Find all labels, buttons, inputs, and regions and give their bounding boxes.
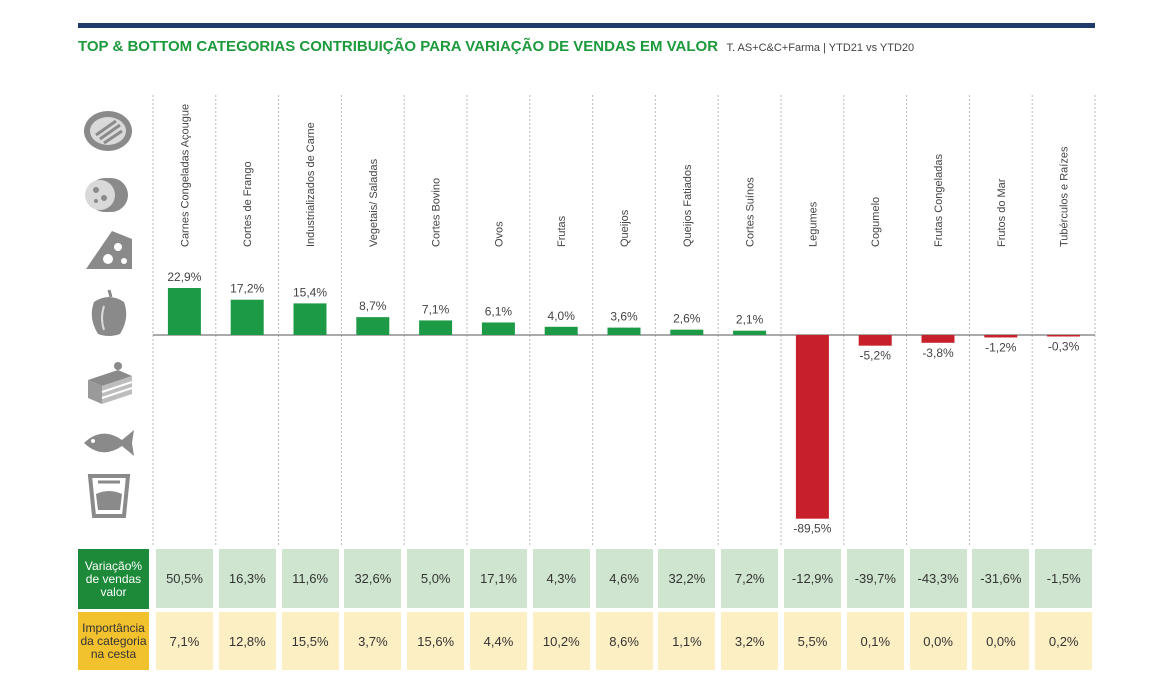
variacao-cell: 32,6% <box>344 549 402 608</box>
variacao-cell: 7,2% <box>721 549 779 608</box>
chart-title: TOP & BOTTOM CATEGORIAS CONTRIBUIÇÃO PAR… <box>78 38 914 56</box>
value-label: 6,1% <box>485 304 513 318</box>
category-label: Frutas Congeladas <box>933 154 945 247</box>
variacao-cell: 11,6% <box>281 549 339 608</box>
importancia-cell: 15,5% <box>281 612 339 670</box>
importancia-cell: 0,0% <box>909 612 967 670</box>
category-label: Tubérculos e Raízes <box>1059 146 1071 247</box>
bar <box>356 317 390 335</box>
bar <box>795 335 829 519</box>
importancia-cell: 4,4% <box>470 612 527 670</box>
value-label: -3,8% <box>922 346 954 360</box>
cake-icon <box>88 362 133 404</box>
category-label: Cortes Suínos <box>745 177 757 247</box>
category-label: Frutos do Mar <box>996 178 1008 247</box>
value-label: -0,3% <box>1048 340 1080 354</box>
row-label-importancia: Importância da categoria na cesta <box>78 612 149 670</box>
bar <box>544 326 578 335</box>
title-sub: T. AS+C&C+Farma | YTD21 vs YTD20 <box>726 42 915 54</box>
header-bar <box>78 23 1095 28</box>
importancia-cell: 12,8% <box>218 612 276 670</box>
variacao-cell: 4,6% <box>595 549 653 608</box>
category-label: Cortes de Frango <box>242 161 254 247</box>
importancia-cell: 1,1% <box>658 612 716 670</box>
value-label: -89,5% <box>793 522 831 536</box>
importancia-cell: 5,5% <box>784 612 841 670</box>
cheese-icon <box>86 231 132 269</box>
value-label: -1,2% <box>985 340 1017 354</box>
pepper-icon <box>91 289 127 336</box>
value-label: 7,1% <box>422 302 450 316</box>
bar <box>419 320 453 335</box>
importancia-cell: 0,0% <box>972 612 1030 670</box>
value-label: 15,4% <box>293 285 327 299</box>
variacao-cell: 5,0% <box>407 549 465 608</box>
category-label: Carnes Congeladas Açougue <box>179 104 191 247</box>
meat-icon <box>84 111 132 151</box>
bar <box>481 322 515 335</box>
category-label: Cogumelo <box>870 197 882 247</box>
importancia-cell: 10,2% <box>532 612 590 670</box>
value-label: 2,1% <box>736 313 764 327</box>
importancia-cell: 7,1% <box>156 612 213 670</box>
variacao-cell: -12,9% <box>784 549 841 608</box>
sausage-icon <box>85 178 128 212</box>
importancia-cell: 0,1% <box>846 612 904 670</box>
variacao-cell: -43,3% <box>909 549 967 608</box>
category-label: Ovos <box>493 221 505 247</box>
variacao-cell: -31,6% <box>972 549 1030 608</box>
value-label: 22,9% <box>167 270 201 284</box>
yogurt-icon <box>87 474 131 518</box>
bar <box>984 335 1018 338</box>
category-label: Industrializados de Carne <box>305 122 317 247</box>
bar <box>921 335 955 343</box>
importancia-cell: 15,6% <box>407 612 465 670</box>
title-main: TOP & BOTTOM CATEGORIAS CONTRIBUIÇÃO PAR… <box>78 38 719 55</box>
category-label: Vegetais/ Saladas <box>368 158 380 247</box>
bar <box>607 327 641 335</box>
category-label: Frutas <box>556 215 568 247</box>
bar <box>293 303 327 335</box>
importancia-cell: 8,6% <box>595 612 653 670</box>
category-label: Legumes <box>807 201 819 247</box>
variacao-cell: 4,3% <box>532 549 590 608</box>
value-label: 3,6% <box>610 310 638 324</box>
variacao-cell: -1,5% <box>1035 549 1093 608</box>
variacao-cell: 17,1% <box>470 549 527 608</box>
variacao-cell: 50,5% <box>156 549 213 608</box>
value-label: 2,6% <box>673 312 701 326</box>
bar <box>670 329 704 335</box>
category-label: Queijos <box>619 209 631 247</box>
value-label: 17,2% <box>230 282 264 296</box>
variacao-cell: -39,7% <box>846 549 904 608</box>
value-label: 8,7% <box>359 299 387 313</box>
bar <box>230 299 264 335</box>
variacao-cell: 16,3% <box>218 549 276 608</box>
bar <box>858 335 892 346</box>
variacao-cell: 32,2% <box>658 549 716 608</box>
value-label: -5,2% <box>860 349 892 363</box>
fish-icon <box>84 430 134 456</box>
importancia-cell: 3,7% <box>344 612 402 670</box>
bar <box>1047 335 1081 337</box>
category-label: Queijos Fatiados <box>682 164 694 247</box>
value-label: 4,0% <box>548 309 576 323</box>
row-label-variacao: Variação% de vendas valor <box>78 549 149 609</box>
category-label: Cortes Bovino <box>431 178 443 247</box>
importancia-cell: 3,2% <box>721 612 779 670</box>
bar <box>167 288 201 335</box>
importancia-cell: 0,2% <box>1035 612 1093 670</box>
bar <box>733 330 767 335</box>
